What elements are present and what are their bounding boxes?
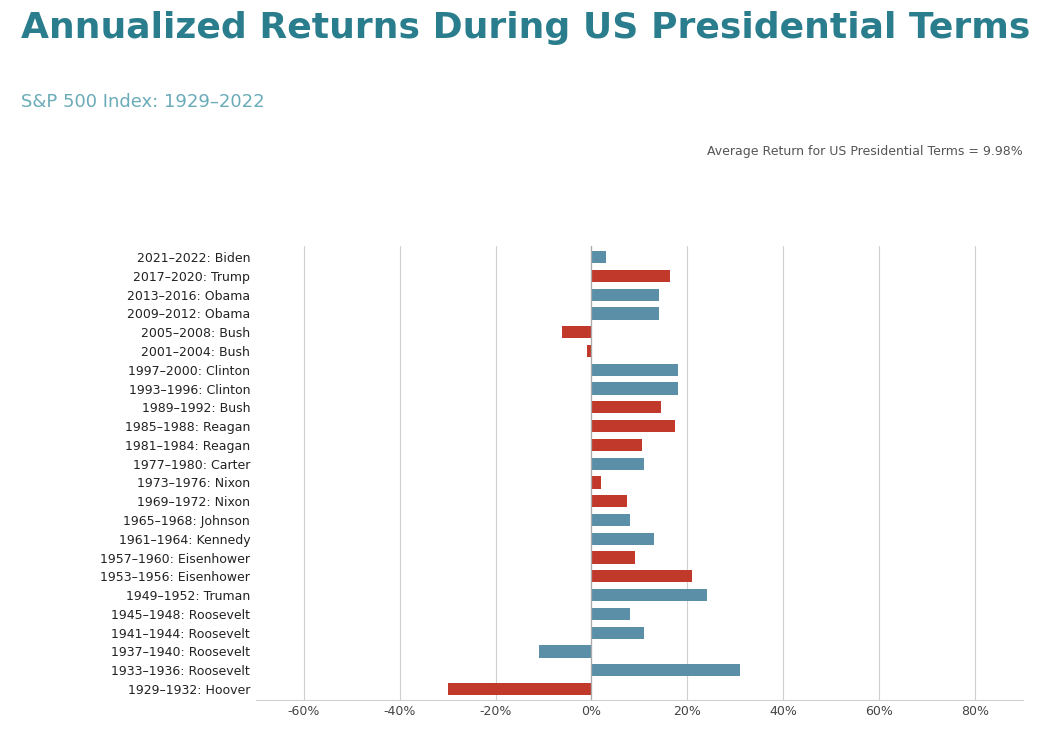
Bar <box>592 270 669 282</box>
Bar <box>592 457 644 470</box>
Bar <box>592 551 635 564</box>
Bar <box>592 402 661 413</box>
Bar <box>592 364 679 376</box>
Bar <box>592 664 740 676</box>
Bar <box>592 570 692 583</box>
Bar <box>592 608 630 620</box>
Bar <box>587 345 592 357</box>
Bar <box>539 645 592 658</box>
Bar <box>592 514 630 526</box>
Bar <box>562 326 592 338</box>
Bar <box>592 382 678 395</box>
Bar <box>592 476 601 489</box>
Text: Average Return for US Presidential Terms = 9.98%: Average Return for US Presidential Terms… <box>708 145 1023 158</box>
Bar <box>592 251 606 263</box>
Bar <box>592 288 659 301</box>
Text: Annualized Returns During US Presidential Terms: Annualized Returns During US Presidentia… <box>21 11 1030 45</box>
Bar <box>592 439 642 451</box>
Bar <box>592 308 659 320</box>
Bar <box>592 495 627 507</box>
Bar <box>592 627 644 638</box>
Text: S&P 500 Index: 1929–2022: S&P 500 Index: 1929–2022 <box>21 93 264 111</box>
Bar <box>448 683 592 695</box>
Bar <box>592 533 654 545</box>
Bar <box>592 589 707 601</box>
Bar <box>592 420 675 432</box>
